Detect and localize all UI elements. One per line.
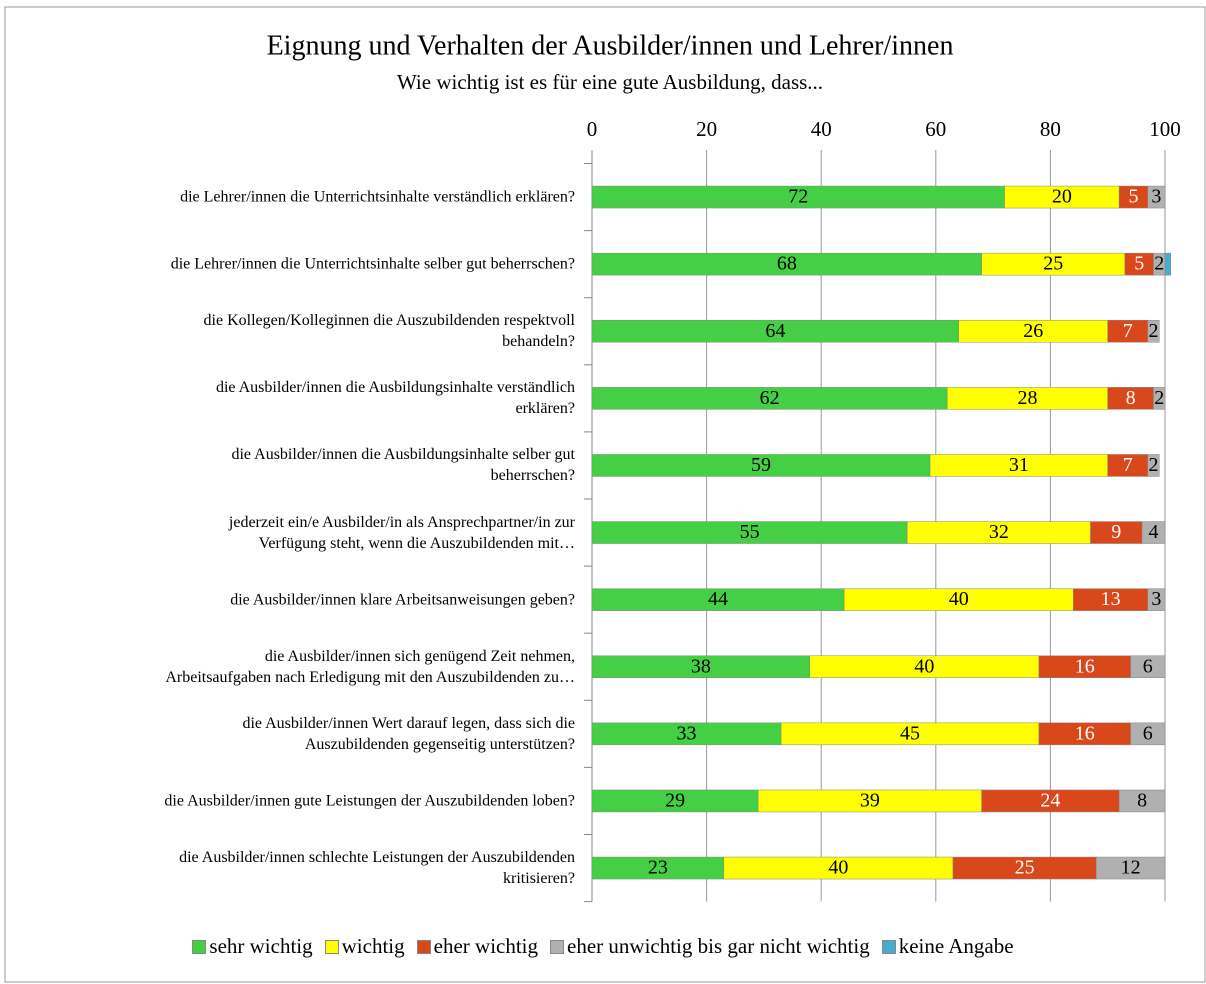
legend-swatch [192,939,207,954]
legend-item: sehr wichtig [192,934,313,959]
bar-segment [1130,655,1166,678]
y-tick-label: die Ausbilder/innen gute Leistungen der … [164,792,575,810]
y-tick-label: die Ausbilder/innen die Ausbildungsinhal… [215,379,575,418]
data-label: 24 [1040,790,1060,812]
data-label: 8 [1137,790,1147,812]
data-label: 16 [1075,722,1095,744]
data-label: 29 [665,790,685,812]
data-label: 13 [1101,588,1121,610]
frame [4,6,1206,983]
data-label: 64 [765,320,785,342]
legend-swatch [324,939,339,954]
legend-label: sehr wichtig [209,934,313,958]
bar-segment [1141,521,1166,544]
data-label: 3 [1151,588,1161,610]
data-label: 44 [708,588,728,610]
legend-item: wichtig [324,934,405,959]
data-label: 16 [1075,655,1095,677]
x-tick-label: 40 [811,117,832,141]
legend: sehr wichtig wichtig eher wichtig eher unwi… [0,934,1206,959]
data-label: 2 [1149,454,1159,476]
bar-segment [1130,722,1166,746]
bar-segment [1095,856,1166,880]
legend-item: keine Angabe [881,934,1014,959]
data-label: 31 [1009,454,1029,476]
data-label: 25 [1015,857,1035,879]
chart-title: Eignung und Verhalten der Ausbilder/inne… [267,30,954,61]
y-tick-label: die Ausbilder/innen schlechte Leistungen… [179,849,575,888]
bar-segment [1147,454,1160,477]
data-label: 2 [1149,320,1159,342]
bar-segment [1147,320,1160,343]
legend-item: eher unwichtig bis gar nicht wichtig [550,934,870,959]
data-label: 62 [760,387,780,409]
data-label: 72 [788,186,808,208]
data-label: 12 [1121,857,1141,879]
legend-swatch [416,939,431,954]
data-label: 2 [1154,253,1164,275]
data-label: 40 [828,857,848,879]
data-label: 6 [1143,722,1153,744]
y-tick-label: die Kollegen/Kolleginnen die Auszubilden… [203,312,575,351]
data-label: 59 [751,454,771,476]
data-label: 5 [1128,186,1138,208]
x-tick-label: 60 [925,117,946,141]
data-label: 2 [1154,387,1164,409]
bar-segment [1147,185,1166,209]
legend-label: eher wichtig [433,934,539,958]
data-label: 28 [1017,387,1037,409]
data-label: 5 [1134,253,1144,275]
data-label: 40 [914,655,934,677]
legend-label: wichtig [341,934,405,958]
data-label: 8 [1126,387,1136,409]
chart-subtitle: Wie wichtig ist es für eine gute Ausbild… [397,70,823,94]
data-label: 6 [1143,655,1153,677]
data-label: 40 [949,588,969,610]
legend-label: keine Angabe [898,934,1014,958]
x-tick-label: 20 [696,117,717,141]
data-label: 25 [1043,253,1063,275]
data-label: 23 [648,857,668,879]
data-label: 4 [1149,521,1159,543]
x-tick-label: 80 [1040,117,1061,141]
data-label: 3 [1151,186,1161,208]
data-label: 45 [900,722,920,744]
bar-segment [1147,588,1166,611]
data-label: 68 [777,253,797,275]
legend-swatch [881,939,896,954]
bar-segment [1164,252,1171,276]
y-tick-label: die Ausbilder/innen klare Arbeitsanweisu… [230,591,575,609]
y-tick-label: die Ausbilder/innen die Ausbildungsinhal… [231,446,575,485]
x-tick-label: 100 [1149,117,1181,141]
bar-segment [1153,387,1166,410]
legend-item: eher wichtig [416,934,539,959]
data-label: 39 [860,790,880,812]
data-label: 26 [1023,320,1043,342]
data-label: 20 [1052,186,1072,208]
data-label: 9 [1111,521,1121,543]
data-label: 7 [1123,454,1133,476]
data-label: 7 [1123,320,1133,342]
y-tick-label: die Lehrer/innen die Unterrichtsinhalte … [180,188,575,206]
y-tick-label: jederzeit ein/e Ausbilder/in als Ansprec… [228,513,575,552]
legend-label: eher unwichtig bis gar nicht wichtig [567,934,870,958]
data-label: 55 [740,521,760,543]
bar-segment [1118,789,1166,813]
legend-swatch [550,939,565,954]
data-label: 38 [691,655,711,677]
y-tick-label: die Ausbilder/innen sich genügend Zeit n… [165,647,575,686]
y-tick-label: die Lehrer/innen die Unterrichtsinhalte … [170,255,575,273]
x-tick-label: 0 [587,117,598,141]
data-label: 32 [989,521,1009,543]
y-tick-label: die Ausbilder/innen Wert darauf legen, d… [242,714,575,753]
data-label: 33 [677,722,697,744]
